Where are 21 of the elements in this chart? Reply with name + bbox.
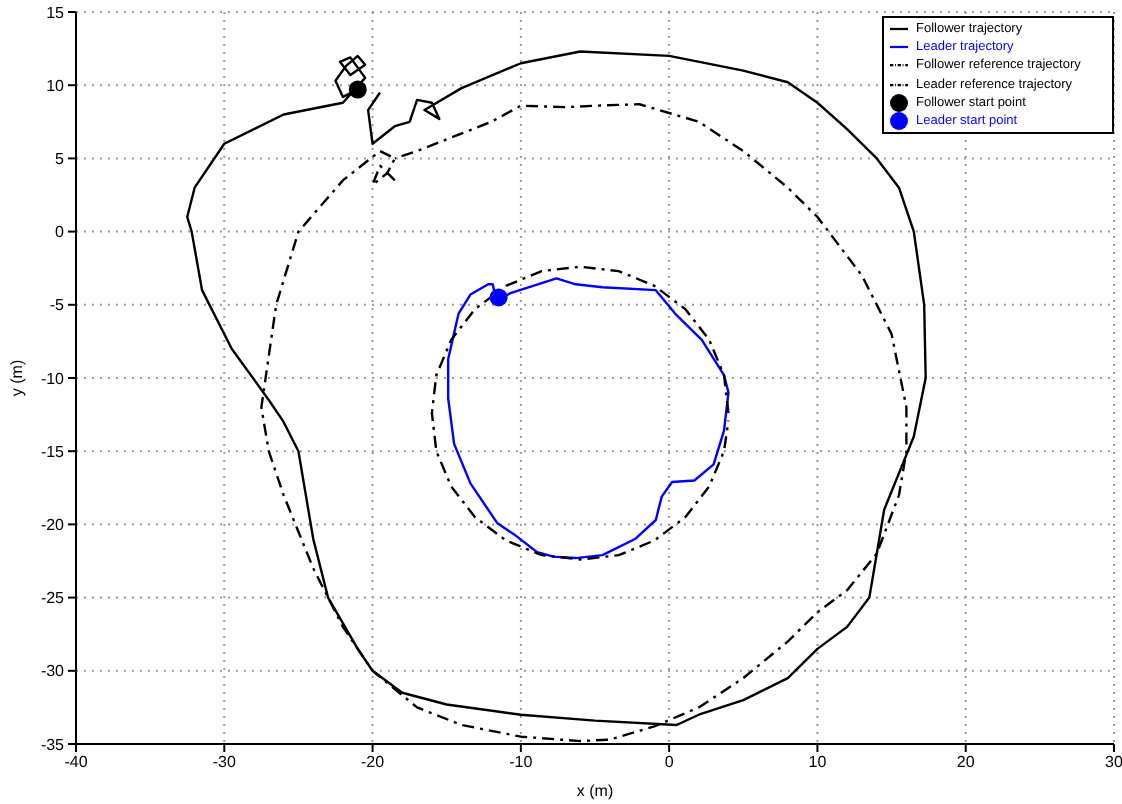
x-tick-label: -20 <box>361 753 386 772</box>
y-tick-label: 15 <box>46 3 66 22</box>
x-tick-label: 0 <box>664 753 675 772</box>
y-tick-label: -20 <box>40 516 66 535</box>
x-tick-label: -10 <box>509 753 534 772</box>
x-tick-label: 20 <box>956 753 976 772</box>
x-tick-label: 10 <box>808 753 828 772</box>
x-tick-label: -30 <box>212 753 237 772</box>
x-tick-label: -40 <box>64 753 89 772</box>
y-tick-label: 0 <box>55 223 66 242</box>
y-axis-title: y (m) <box>7 359 26 397</box>
y-tick-label: -10 <box>40 369 66 388</box>
y-tick-label: -35 <box>40 735 66 754</box>
x-axis-title: x (m) <box>576 782 614 800</box>
y-tick-label: -25 <box>40 589 66 608</box>
y-tick-label: -15 <box>40 442 66 461</box>
x-tick-label: 30 <box>1105 753 1122 772</box>
y-tick-label: 5 <box>55 150 66 169</box>
y-tick-label: 10 <box>46 76 66 95</box>
y-tick-label: -5 <box>49 296 66 315</box>
y-tick-label: -30 <box>40 662 66 681</box>
